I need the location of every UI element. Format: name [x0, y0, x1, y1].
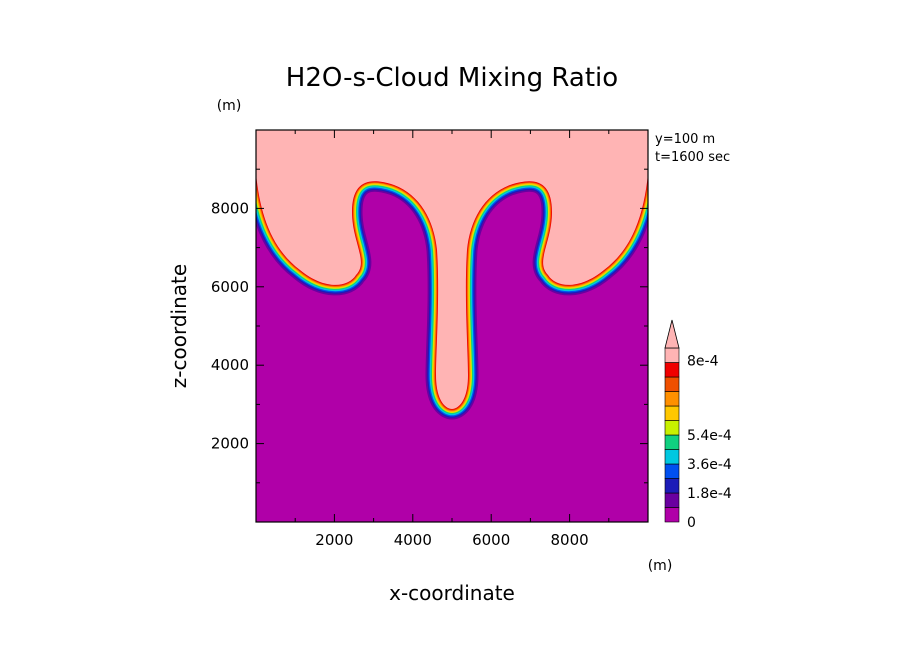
y-tick-label: 2000 — [211, 435, 249, 453]
annotation-t: t=1600 sec — [655, 150, 730, 165]
colorbar-tick-label: 0 — [687, 515, 696, 531]
colorbar-tick-label: 8e-4 — [687, 354, 719, 370]
x-tick-label: 6000 — [472, 531, 510, 549]
colorbar-segment — [664, 376, 680, 392]
axes-ticks: 2000 4000 6000 8000 2000 4000 6000 8000 — [211, 130, 648, 549]
annotation-y: y=100 m — [655, 132, 715, 147]
colorbar-segment — [664, 391, 680, 407]
chart-title: H2O-s-Cloud Mixing Ratio — [286, 63, 618, 93]
colorbar-segment — [664, 449, 680, 465]
colorbar-segment — [664, 463, 680, 479]
colorbar-segment — [664, 347, 680, 363]
y-axis-label: z-coordinate — [167, 264, 191, 388]
colorbar-segment — [664, 420, 680, 436]
colorbar: 0 1.8e-4 3.6e-4 5.4e-4 8e-4 — [664, 319, 732, 531]
contour-field — [256, 130, 648, 522]
colorbar-segment — [664, 434, 680, 450]
x-tick-label: 4000 — [394, 531, 432, 549]
colorbar-segment — [664, 492, 680, 508]
x-axis-label: x-coordinate — [389, 581, 515, 605]
colorbar-tick-label: 1.8e-4 — [687, 486, 732, 502]
colorbar-segment — [664, 405, 680, 421]
colorbar-segment — [664, 478, 680, 494]
y-tick-label: 6000 — [211, 278, 249, 296]
y-tick-label: 4000 — [211, 356, 249, 374]
colorbar-segment — [664, 507, 680, 523]
colorbar-tick-label: 3.6e-4 — [687, 457, 732, 473]
x-tick-label: 8000 — [551, 531, 589, 549]
x-unit-label: (m) — [648, 558, 673, 574]
y-tick-label: 8000 — [211, 199, 249, 217]
y-unit-label: (m) — [217, 98, 242, 114]
colorbar-tick-label: 5.4e-4 — [687, 428, 732, 444]
colorbar-segment — [664, 362, 680, 378]
contour-band-11 — [256, 130, 648, 409]
contour-bands — [256, 130, 648, 420]
colorbar-extend-arrow — [664, 319, 680, 349]
x-tick-label: 2000 — [315, 531, 353, 549]
